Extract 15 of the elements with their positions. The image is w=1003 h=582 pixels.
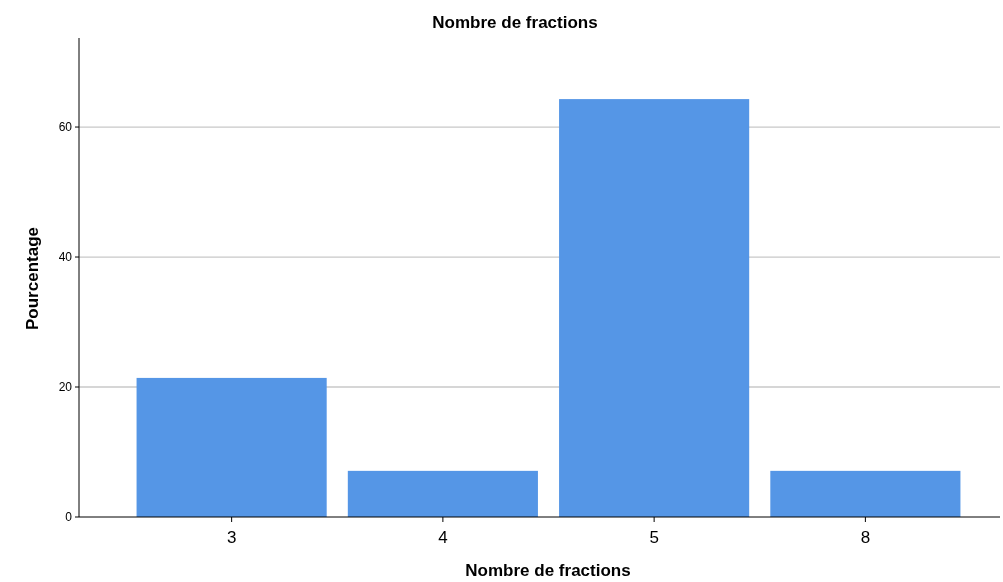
- bar: [559, 99, 750, 517]
- bar: [347, 470, 538, 517]
- x-tick-label: 4: [438, 528, 448, 547]
- x-tick-label: 8: [860, 528, 871, 547]
- y-tick-label: 40: [58, 250, 73, 265]
- y-tick-label: 20: [58, 380, 73, 395]
- chart-title: Nombre de fractions: [432, 13, 598, 32]
- y-tick-label: 0: [65, 510, 73, 525]
- x-tick-label: 3: [226, 528, 237, 547]
- x-tick-label: 5: [649, 528, 659, 547]
- x-axis-title: Nombre de fractions: [465, 561, 631, 580]
- bar: [136, 377, 327, 517]
- bar: [770, 470, 961, 517]
- y-tick-label: 60: [58, 120, 73, 135]
- y-axis-title: Pourcentage: [23, 227, 42, 330]
